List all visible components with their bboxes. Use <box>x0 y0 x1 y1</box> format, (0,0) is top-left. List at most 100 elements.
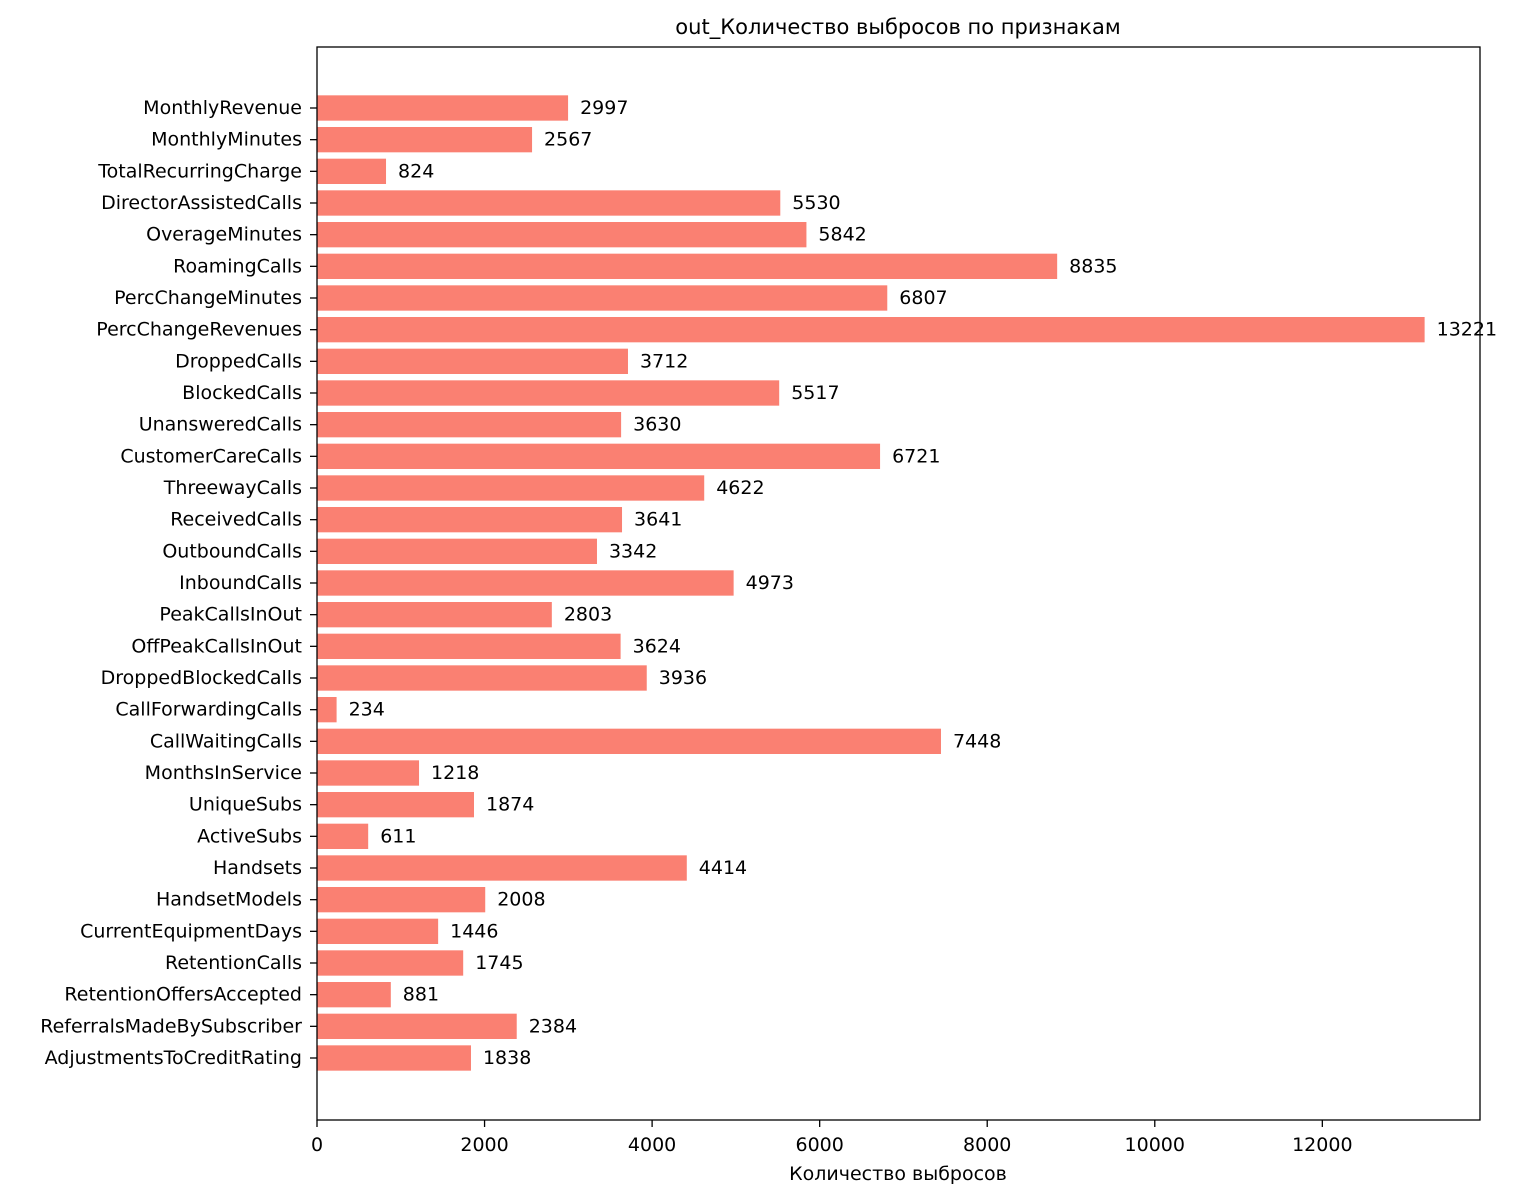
bar-DroppedCalls <box>317 348 628 374</box>
data-label-OutboundCalls: 3342 <box>609 540 657 562</box>
x-tick-label-8000: 8000 <box>963 1134 1011 1156</box>
data-label-CustomerCareCalls: 6721 <box>892 445 940 467</box>
data-label-OffPeakCallsInOut: 3624 <box>633 635 681 657</box>
data-label-PeakCallsInOut: 2803 <box>564 604 612 626</box>
bar-OverageMinutes <box>317 222 807 248</box>
y-tick-label-DroppedBlockedCalls: DroppedBlockedCalls <box>101 667 302 689</box>
x-tick-label-10000: 10000 <box>1125 1134 1185 1156</box>
data-label-ReferralsMadeBySubscriber: 2384 <box>529 1015 577 1037</box>
bars-group <box>317 95 1425 1071</box>
data-label-Handsets: 4414 <box>699 857 747 879</box>
y-tick-label-MonthsInService: MonthsInService <box>145 762 302 784</box>
data-labels-group: 2997 2567 824 5530 5842 8835 6807 13221 3712 5517… <box>349 97 1497 1069</box>
data-label-ThreewayCalls: 4622 <box>716 477 764 499</box>
bar-DroppedBlockedCalls <box>317 665 647 691</box>
bar-PeakCallsInOut <box>317 602 552 628</box>
data-label-RoamingCalls: 8835 <box>1069 255 1117 277</box>
bar-ReferralsMadeBySubscriber <box>317 1013 517 1039</box>
data-label-ReceivedCalls: 3641 <box>634 509 682 531</box>
data-label-MonthlyMinutes: 2567 <box>544 129 592 151</box>
y-tick-label-ActiveSubs: ActiveSubs <box>197 825 302 847</box>
y-tick-label-DirectorAssistedCalls: DirectorAssistedCalls <box>101 192 302 214</box>
data-label-DroppedCalls: 3712 <box>640 350 688 372</box>
data-label-DirectorAssistedCalls: 5530 <box>792 192 840 214</box>
y-tick-label-PercChangeRevenues: PercChangeRevenues <box>96 319 302 341</box>
bar-PercChangeRevenues <box>317 317 1425 343</box>
x-axis: 0 2000 4000 6000 8000 10000 12000 <box>311 1120 1353 1156</box>
x-tick-label-12000: 12000 <box>1292 1134 1352 1156</box>
y-tick-label-CustomerCareCalls: CustomerCareCalls <box>120 445 302 467</box>
data-label-TotalRecurringCharge: 824 <box>398 160 434 182</box>
data-label-UnansweredCalls: 3630 <box>633 414 681 436</box>
x-tick-label-4000: 4000 <box>628 1134 676 1156</box>
bar-UniqueSubs <box>317 792 474 818</box>
bar-TotalRecurringCharge <box>317 158 387 184</box>
y-tick-label-RoamingCalls: RoamingCalls <box>173 255 302 277</box>
y-tick-label-CallWaitingCalls: CallWaitingCalls <box>150 730 302 752</box>
y-tick-label-OverageMinutes: OverageMinutes <box>146 224 302 246</box>
bar-MonthsInService <box>317 760 420 786</box>
y-tick-label-Handsets: Handsets <box>213 857 302 879</box>
bar-HandsetModels <box>317 887 486 913</box>
data-label-ActiveSubs: 611 <box>380 825 416 847</box>
chart-title: out_Количество выбросов по признакам <box>675 15 1120 40</box>
bar-PercChangeMinutes <box>317 285 888 311</box>
data-label-InboundCalls: 4973 <box>746 572 794 594</box>
y-tick-label-OffPeakCallsInOut: OffPeakCallsInOut <box>131 635 302 657</box>
y-tick-label-RetentionOffersAccepted: RetentionOffersAccepted <box>64 984 302 1006</box>
bar-UnansweredCalls <box>317 412 622 438</box>
data-label-OverageMinutes: 5842 <box>818 224 866 246</box>
data-label-RetentionOffersAccepted: 881 <box>403 984 439 1006</box>
y-tick-label-CallForwardingCalls: CallForwardingCalls <box>115 699 302 721</box>
bar-RetentionOffersAccepted <box>317 982 391 1008</box>
y-tick-label-AdjustmentsToCreditRating: AdjustmentsToCreditRating <box>45 1047 302 1069</box>
y-tick-label-ReferralsMadeBySubscriber: ReferralsMadeBySubscriber <box>40 1015 302 1037</box>
y-tick-label-ThreewayCalls: ThreewayCalls <box>163 477 302 499</box>
bar-CallForwardingCalls <box>317 697 337 723</box>
bar-OffPeakCallsInOut <box>317 633 621 659</box>
bar-CallWaitingCalls <box>317 728 941 754</box>
y-tick-label-RetentionCalls: RetentionCalls <box>165 952 302 974</box>
y-tick-label-UniqueSubs: UniqueSubs <box>189 794 302 816</box>
bar-RoamingCalls <box>317 253 1058 279</box>
x-tick-label-6000: 6000 <box>795 1134 843 1156</box>
bar-AdjustmentsToCreditRating <box>317 1045 471 1071</box>
y-tick-label-OutboundCalls: OutboundCalls <box>162 540 302 562</box>
data-label-MonthsInService: 1218 <box>431 762 479 784</box>
data-label-PercChangeRevenues: 13221 <box>1437 319 1497 341</box>
bar-CurrentEquipmentDays <box>317 918 439 944</box>
data-label-AdjustmentsToCreditRating: 1838 <box>483 1047 531 1069</box>
bar-ActiveSubs <box>317 823 369 849</box>
bar-MonthlyRevenue <box>317 95 569 121</box>
y-tick-label-MonthlyMinutes: MonthlyMinutes <box>151 129 302 151</box>
data-label-CurrentEquipmentDays: 1446 <box>450 920 498 942</box>
y-tick-label-ReceivedCalls: ReceivedCalls <box>170 509 302 531</box>
bar-OutboundCalls <box>317 538 597 564</box>
data-label-CallForwardingCalls: 234 <box>349 699 385 721</box>
x-tick-label-2000: 2000 <box>460 1134 508 1156</box>
x-axis-title: Количество выбросов <box>789 1163 1007 1185</box>
bar-InboundCalls <box>317 570 734 596</box>
y-tick-label-InboundCalls: InboundCalls <box>179 572 302 594</box>
bar-ThreewayCalls <box>317 475 705 501</box>
data-label-CallWaitingCalls: 7448 <box>953 730 1001 752</box>
bar-RetentionCalls <box>317 950 464 976</box>
bar-BlockedCalls <box>317 380 780 406</box>
y-tick-label-HandsetModels: HandsetModels <box>156 889 302 911</box>
y-tick-label-UnansweredCalls: UnansweredCalls <box>139 414 302 436</box>
data-label-PercChangeMinutes: 6807 <box>899 287 947 309</box>
bar-Handsets <box>317 855 687 881</box>
y-tick-label-MonthlyRevenue: MonthlyRevenue <box>143 97 302 119</box>
data-label-BlockedCalls: 5517 <box>791 382 839 404</box>
data-label-RetentionCalls: 1745 <box>475 952 523 974</box>
x-tick-label-0: 0 <box>311 1134 323 1156</box>
data-label-DroppedBlockedCalls: 3936 <box>659 667 707 689</box>
y-tick-label-CurrentEquipmentDays: CurrentEquipmentDays <box>80 920 302 942</box>
y-tick-label-TotalRecurringCharge: TotalRecurringCharge <box>97 160 302 182</box>
bar-CustomerCareCalls <box>317 443 881 469</box>
y-tick-label-PercChangeMinutes: PercChangeMinutes <box>114 287 302 309</box>
y-axis: MonthlyRevenue MonthlyMinutes TotalRecurri… <box>40 97 317 1069</box>
y-tick-label-DroppedCalls: DroppedCalls <box>175 350 302 372</box>
bar-MonthlyMinutes <box>317 127 533 153</box>
